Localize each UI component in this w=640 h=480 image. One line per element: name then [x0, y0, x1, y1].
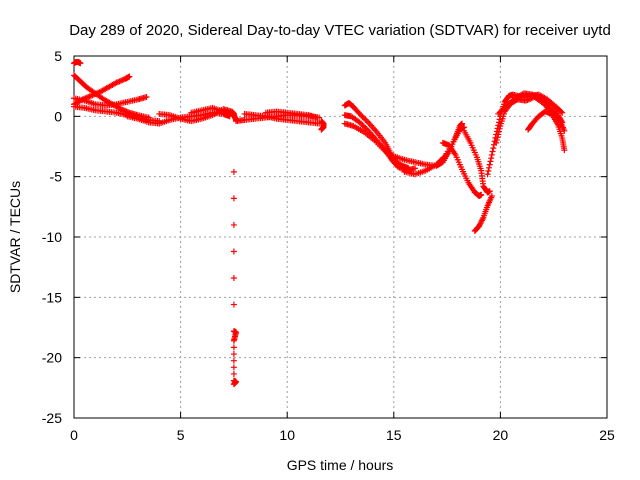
series-late-edge — [318, 118, 327, 133]
y-tick-label: 0 — [54, 108, 62, 124]
data-point — [490, 145, 497, 152]
series-trough-band — [390, 120, 466, 169]
data-point — [230, 370, 237, 377]
x-tick-label: 15 — [386, 427, 402, 443]
series-dip-arc-c — [471, 192, 495, 234]
data-point — [363, 117, 370, 124]
x-tick-label: 20 — [493, 427, 509, 443]
data-point — [486, 188, 493, 195]
data-point — [318, 126, 325, 133]
data-point — [488, 151, 495, 158]
data-point — [230, 337, 237, 344]
series-dip-arc-a — [439, 139, 485, 199]
data-point — [478, 191, 485, 198]
series-afternoon-arc-b — [341, 112, 419, 174]
series-outliers — [230, 168, 240, 388]
data-point — [495, 131, 502, 138]
axis-ticks — [73, 55, 608, 419]
data-point — [230, 168, 237, 175]
x-tick-label: 10 — [279, 427, 295, 443]
chart-title: Day 289 of 2020, Sidereal Day-to-day VTE… — [69, 22, 611, 39]
data-point — [559, 119, 566, 126]
y-tick-label: -5 — [50, 169, 63, 185]
data-point — [559, 109, 566, 116]
series-early-high-arc — [71, 59, 84, 67]
grid-lines — [74, 56, 607, 418]
data-point — [495, 128, 502, 135]
y-tick-label: -20 — [42, 350, 62, 366]
data-point — [359, 113, 366, 120]
series-afternoon-arc-c — [341, 120, 397, 163]
y-tick-label: -25 — [42, 410, 62, 426]
series-midday-band-b — [241, 110, 323, 127]
data-point — [230, 195, 237, 202]
series-dip-arc-b — [461, 127, 493, 196]
x-tick-label: 5 — [177, 427, 185, 443]
data-point — [230, 364, 237, 371]
series-late-arc-b — [495, 90, 566, 126]
data-point — [484, 171, 491, 178]
series-late-arc — [525, 108, 568, 154]
data-point — [493, 139, 500, 146]
data-point — [561, 147, 568, 154]
data-point — [230, 301, 237, 308]
y-axis-label: SDTVAR / TECUs — [7, 181, 23, 293]
data-point — [489, 148, 496, 155]
y-tick-label: 5 — [54, 48, 62, 64]
data-point — [230, 351, 237, 358]
data-point — [488, 155, 495, 162]
data-point — [230, 275, 237, 282]
y-tick-label: -10 — [42, 229, 62, 245]
data-point — [561, 127, 568, 134]
data-point — [493, 137, 500, 144]
series-recovery-arc-a — [484, 91, 566, 178]
data-point — [558, 108, 565, 115]
y-tick-label: -15 — [42, 289, 62, 305]
data-point — [486, 161, 493, 168]
y-tick-labels: -25 -20 -15 -10 -5 0 5 — [42, 48, 62, 426]
data-point — [496, 125, 503, 132]
series-midday-band-c — [262, 108, 321, 121]
data-point — [485, 168, 492, 175]
data-points — [71, 59, 568, 388]
x-tick-labels: 0 5 10 15 20 25 — [70, 427, 615, 443]
data-point — [494, 134, 501, 141]
data-point — [412, 165, 419, 172]
data-point — [143, 94, 150, 101]
data-point — [558, 118, 565, 125]
data-point — [230, 221, 237, 228]
x-tick-label: 0 — [70, 427, 78, 443]
data-point — [488, 192, 495, 199]
data-point — [230, 248, 237, 255]
data-point — [230, 381, 237, 388]
data-point — [362, 116, 369, 123]
data-point — [314, 114, 321, 121]
x-tick-label: 25 — [599, 427, 615, 443]
data-point — [360, 115, 367, 122]
data-point — [230, 357, 237, 364]
data-point — [126, 73, 133, 80]
data-point — [77, 60, 84, 67]
data-point — [487, 158, 494, 165]
x-axis-label: GPS time / hours — [287, 457, 394, 473]
data-point — [486, 164, 493, 171]
data-point — [230, 344, 237, 351]
